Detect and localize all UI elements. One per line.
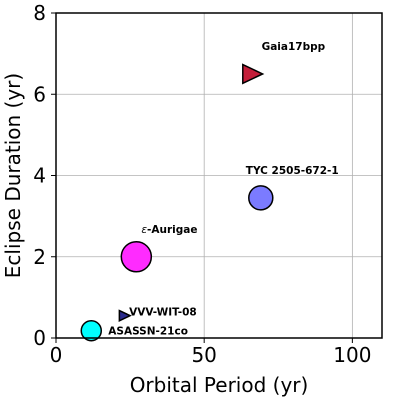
point-tyc-2505-672-1	[248, 185, 274, 211]
point-label-gaia17bpp: Gaia17bpp	[262, 41, 326, 53]
y-tick-label: 2	[33, 245, 46, 269]
point-asassn-21co	[80, 319, 103, 342]
point-vvv-wit-08	[118, 309, 132, 322]
y-tick-label: 0	[33, 326, 46, 350]
axis-ticks: 0 50 100 0 2 4 6 8	[33, 1, 371, 367]
x-tick-label: 0	[50, 343, 63, 367]
point-gaia17bpp	[242, 63, 265, 85]
x-tick-label: 100	[333, 343, 371, 367]
data-points: Gaia17bpp TYC 2505-672-1 ε-Aurigae VVV-WIT-…	[80, 41, 339, 342]
y-tick-label: 4	[33, 164, 46, 188]
point-label-tyc-2505-672-1: TYC 2505-672-1	[246, 165, 339, 177]
point-label-asassn-21co: ASASSN-21co	[108, 326, 188, 338]
point-label-aurigae: ε-Aurigae	[141, 224, 197, 236]
y-tick-label: 6	[33, 82, 46, 106]
point-label-vvv-wit-08: VVV-WIT-08	[129, 307, 197, 319]
y-tick-label: 8	[33, 1, 46, 25]
x-tick-label: 50	[191, 343, 216, 367]
point-aurigae	[120, 241, 153, 273]
y-axis-label: Eclipse Duration (yr)	[1, 73, 25, 278]
x-axis-label: Orbital Period (yr)	[130, 373, 309, 397]
